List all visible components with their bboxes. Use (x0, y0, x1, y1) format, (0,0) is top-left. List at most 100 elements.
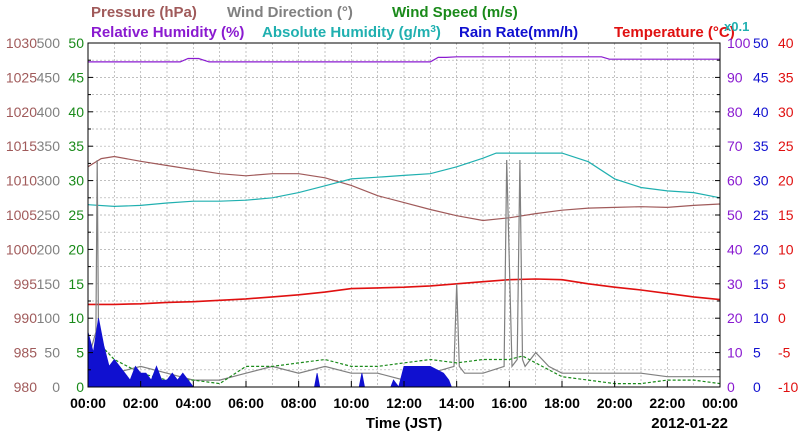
wind_speed-tick-label: 45 (68, 69, 84, 85)
x-tick-label: 04:00 (175, 395, 211, 411)
pressure-tick-label: 1010 (6, 173, 37, 189)
temperature-tick-label: 10 (778, 241, 794, 257)
pressure-tick-label: 980 (14, 379, 38, 395)
x-tick-label: 12:00 (386, 395, 422, 411)
rain_rate-tick-label: 10 (753, 310, 769, 326)
wind_dir-tick-label: 150 (37, 276, 61, 292)
temperature-tick-label: 0 (778, 310, 786, 326)
wind_speed-tick-label: 20 (68, 241, 84, 257)
legend-entry-tail: ) (436, 24, 441, 41)
pressure-tick-label: 995 (14, 276, 38, 292)
series-relative-humidity (88, 56, 720, 63)
legend-superscript: 3 (430, 24, 436, 35)
wind_speed-tick-label: 40 (68, 104, 84, 120)
date-label: 2012-01-22 (651, 415, 728, 432)
rel_humidity-tick-label: 50 (727, 207, 743, 223)
temperature-tick-label: -5 (778, 345, 791, 361)
rel_humidity-tick-label: 90 (727, 69, 743, 85)
wind_dir-tick-label: 350 (37, 138, 61, 154)
temperature-tick-label: 35 (778, 69, 794, 85)
legend-entry: Relative Humidity (%) (91, 24, 244, 41)
temperature-tick-label: 5 (778, 276, 786, 292)
chart-series-layer (87, 56, 721, 388)
x-tick-label: 16:00 (491, 395, 527, 411)
series-wind-speed-m-s (87, 344, 721, 385)
rel_humidity-tick-label: 70 (727, 138, 743, 154)
temperature-tick-label: 30 (778, 104, 794, 120)
wind_dir-tick-label: 50 (44, 345, 60, 361)
rain_rate-tick-label: 45 (753, 69, 769, 85)
rel_humidity-tick-label: 80 (727, 104, 743, 120)
x-tick-label: 22:00 (649, 395, 685, 411)
wind_dir-tick-label: 0 (52, 379, 60, 395)
wind_dir-tick-label: 300 (37, 173, 61, 189)
pressure-tick-label: 1015 (6, 138, 37, 154)
legend-entry: Pressure (hPa) (91, 4, 197, 21)
x-tick-label: 02:00 (123, 395, 159, 411)
rel_humidity-tick-label: 40 (727, 241, 743, 257)
legend-entry: Temperature (°C) (614, 24, 735, 41)
wind_dir-tick-label: 100 (37, 310, 61, 326)
pressure-tick-label: 1005 (6, 207, 37, 223)
x-tick-label: 00:00 (702, 395, 738, 411)
x-tick-label: 06:00 (228, 395, 264, 411)
rain_rate-tick-label: 25 (753, 207, 769, 223)
series-wind-direction (87, 159, 720, 381)
x-tick-label: 08:00 (281, 395, 317, 411)
rel_humidity-tick-label: 30 (727, 276, 743, 292)
wind_dir-tick-label: 400 (37, 104, 61, 120)
x-tick-label: 00:00 (70, 395, 106, 411)
pressure-tick-label: 1020 (6, 104, 37, 120)
x-tick-label: 18:00 (544, 395, 580, 411)
temperature-tick-label: -10 (778, 379, 798, 395)
rain_rate-tick-label: 30 (753, 173, 769, 189)
pressure-tick-label: 1025 (6, 69, 37, 85)
rain_rate-tick-label: 0 (753, 379, 761, 395)
wind_dir-tick-label: 200 (37, 241, 61, 257)
abs-humidity-scale-note: x0.1 (724, 19, 749, 34)
wind_speed-tick-label: 30 (68, 173, 84, 189)
legend-entry: Rain Rate(mm/h) (459, 24, 578, 41)
x-tick-label: 20:00 (597, 395, 633, 411)
legend-entry: Absolute Humidity (g/m3) (262, 24, 441, 42)
legend-entry: Wind Speed (m/s) (392, 4, 518, 21)
rain_rate-tick-label: 20 (753, 241, 769, 257)
wind_speed-tick-label: 35 (68, 138, 84, 154)
temperature-tick-label: 25 (778, 138, 794, 154)
rain_rate-tick-label: 5 (753, 345, 761, 361)
rel_humidity-tick-label: 100 (727, 35, 751, 51)
wind_speed-tick-label: 5 (76, 345, 84, 361)
chart-grid (88, 43, 720, 387)
rel_humidity-tick-label: 20 (727, 310, 743, 326)
pressure-tick-label: 1000 (6, 241, 37, 257)
chart-axes: 1030102510201015101010051000995990985980… (6, 35, 799, 411)
chart-legend: Pressure (hPa) Wind Direction (°) Wind Spe… (91, 4, 749, 41)
wind_dir-tick-label: 450 (37, 69, 61, 85)
rel_humidity-tick-label: 0 (727, 379, 735, 395)
x-tick-label: 14:00 (439, 395, 475, 411)
wind_speed-tick-label: 0 (76, 379, 84, 395)
x-axis-label: Time (JST) (366, 415, 442, 432)
temperature-tick-label: 15 (778, 207, 794, 223)
rain_rate-tick-label: 35 (753, 138, 769, 154)
x-tick-label: 10:00 (333, 395, 369, 411)
temperature-tick-label: 20 (778, 173, 794, 189)
rel_humidity-tick-label: 10 (727, 345, 743, 361)
pressure-tick-label: 990 (14, 310, 38, 326)
wind_dir-tick-label: 500 (37, 35, 61, 51)
pressure-tick-label: 985 (14, 345, 38, 361)
wind_speed-tick-label: 50 (68, 35, 84, 51)
rain_rate-tick-label: 40 (753, 104, 769, 120)
series-pressure-hpa (87, 155, 721, 222)
wind_dir-tick-label: 250 (37, 207, 61, 223)
rel_humidity-tick-label: 60 (727, 173, 743, 189)
series-absolute-humidity-g-m (87, 152, 721, 208)
pressure-tick-label: 1030 (6, 35, 37, 51)
rain_rate-tick-label: 15 (753, 276, 769, 292)
wind_speed-tick-label: 15 (68, 276, 84, 292)
temperature-tick-label: 40 (778, 35, 794, 51)
wind_speed-tick-label: 25 (68, 207, 84, 223)
series-temperature-c (88, 278, 721, 306)
wind_speed-tick-label: 10 (68, 310, 84, 326)
